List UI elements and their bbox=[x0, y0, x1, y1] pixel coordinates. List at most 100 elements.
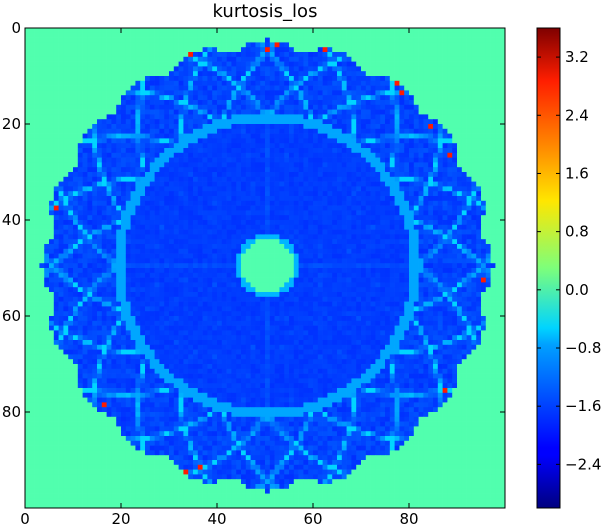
heatmap-cell bbox=[332, 133, 338, 139]
heatmap-cell bbox=[466, 124, 472, 130]
heatmap-cell bbox=[495, 248, 501, 254]
heatmap-cell bbox=[101, 191, 107, 197]
heatmap-cell bbox=[409, 52, 415, 58]
heatmap-cell bbox=[250, 143, 256, 149]
heatmap-cell bbox=[231, 124, 237, 130]
heatmap-cell bbox=[356, 253, 362, 259]
heatmap-cell bbox=[313, 143, 319, 149]
heatmap-cell bbox=[97, 128, 103, 134]
heatmap-cell bbox=[68, 80, 74, 86]
heatmap-cell bbox=[53, 205, 59, 211]
heatmap-cell bbox=[361, 244, 367, 250]
heatmap-cell bbox=[418, 263, 424, 269]
heatmap-cell bbox=[116, 205, 122, 211]
heatmap-cell bbox=[193, 100, 199, 106]
heatmap-cell bbox=[308, 85, 314, 91]
heatmap-cell bbox=[58, 191, 64, 197]
heatmap-cell bbox=[269, 56, 275, 62]
heatmap-cell bbox=[442, 215, 448, 221]
heatmap-cell bbox=[39, 205, 45, 211]
heatmap-cell bbox=[188, 100, 194, 106]
heatmap-cell bbox=[442, 109, 448, 115]
heatmap-cell bbox=[159, 186, 165, 192]
heatmap-cell bbox=[385, 114, 391, 120]
heatmap-cell bbox=[317, 181, 323, 187]
heatmap-cell bbox=[39, 220, 45, 226]
heatmap-cell bbox=[135, 37, 141, 43]
heatmap-cell bbox=[279, 109, 285, 115]
heatmap-cell bbox=[485, 215, 491, 221]
heatmap-cell bbox=[389, 205, 395, 211]
heatmap-cell bbox=[39, 215, 45, 221]
heatmap-cell bbox=[380, 124, 386, 130]
heatmap-cell bbox=[423, 186, 429, 192]
heatmap-cell bbox=[476, 224, 482, 230]
heatmap-cell bbox=[337, 37, 343, 43]
heatmap-cell bbox=[409, 152, 415, 158]
heatmap-cell bbox=[303, 128, 309, 134]
heatmap-cell bbox=[394, 90, 400, 96]
heatmap-cell bbox=[385, 66, 391, 72]
heatmap-cell bbox=[92, 248, 98, 254]
heatmap-cell bbox=[346, 28, 352, 34]
heatmap-cell bbox=[116, 133, 122, 139]
heatmap-cell bbox=[130, 138, 136, 144]
heatmap-cell bbox=[356, 56, 362, 62]
heatmap-cell bbox=[250, 210, 256, 216]
heatmap-cell bbox=[485, 253, 491, 259]
heatmap-cell bbox=[332, 196, 338, 202]
heatmap-cell bbox=[221, 253, 227, 259]
heatmap-cell bbox=[159, 52, 165, 58]
heatmap-cell bbox=[471, 138, 477, 144]
heatmap-cell bbox=[437, 52, 443, 58]
heatmap-cell bbox=[279, 215, 285, 221]
heatmap-cell bbox=[327, 114, 333, 120]
heatmap-cell bbox=[471, 162, 477, 168]
heatmap-cell bbox=[241, 176, 247, 182]
heatmap-cell bbox=[121, 148, 127, 154]
heatmap-cell bbox=[500, 100, 506, 106]
heatmap-cell bbox=[255, 119, 261, 125]
heatmap-cell bbox=[173, 90, 179, 96]
heatmap-cell bbox=[485, 220, 491, 226]
heatmap-cell bbox=[68, 239, 74, 245]
heatmap-cell bbox=[58, 119, 64, 125]
heatmap-cell bbox=[428, 157, 434, 163]
heatmap-cell bbox=[370, 186, 376, 192]
heatmap-cell bbox=[394, 200, 400, 206]
heatmap-cell bbox=[481, 148, 487, 154]
heatmap-cell bbox=[461, 104, 467, 110]
heatmap-cell bbox=[154, 186, 160, 192]
heatmap-cell bbox=[327, 176, 333, 182]
heatmap-cell bbox=[274, 162, 280, 168]
heatmap-cell bbox=[121, 220, 127, 226]
heatmap-cell bbox=[111, 100, 117, 106]
heatmap-cell bbox=[327, 196, 333, 202]
heatmap-cell bbox=[495, 104, 501, 110]
heatmap-cell bbox=[236, 80, 242, 86]
heatmap-cell bbox=[341, 47, 347, 53]
heatmap-cell bbox=[145, 114, 151, 120]
heatmap-cell bbox=[476, 220, 482, 226]
heatmap-cell bbox=[380, 90, 386, 96]
heatmap-cell bbox=[341, 200, 347, 206]
heatmap-cell bbox=[217, 133, 223, 139]
heatmap-cell bbox=[375, 244, 381, 250]
heatmap-cell bbox=[221, 239, 227, 245]
heatmap-cell bbox=[245, 133, 251, 139]
heatmap-cell bbox=[322, 71, 328, 77]
heatmap-cell bbox=[341, 71, 347, 77]
heatmap-cell bbox=[293, 85, 299, 91]
heatmap-cell bbox=[356, 138, 362, 144]
heatmap-cell bbox=[44, 224, 50, 230]
heatmap-cell bbox=[293, 66, 299, 72]
heatmap-cell bbox=[169, 234, 175, 240]
heatmap-cell bbox=[255, 133, 261, 139]
heatmap-cell bbox=[413, 220, 419, 226]
heatmap-cell bbox=[495, 224, 501, 230]
heatmap-cell bbox=[197, 56, 203, 62]
heatmap-cell bbox=[361, 220, 367, 226]
heatmap-cell bbox=[58, 71, 64, 77]
heatmap-cell bbox=[303, 85, 309, 91]
heatmap-cell bbox=[476, 196, 482, 202]
